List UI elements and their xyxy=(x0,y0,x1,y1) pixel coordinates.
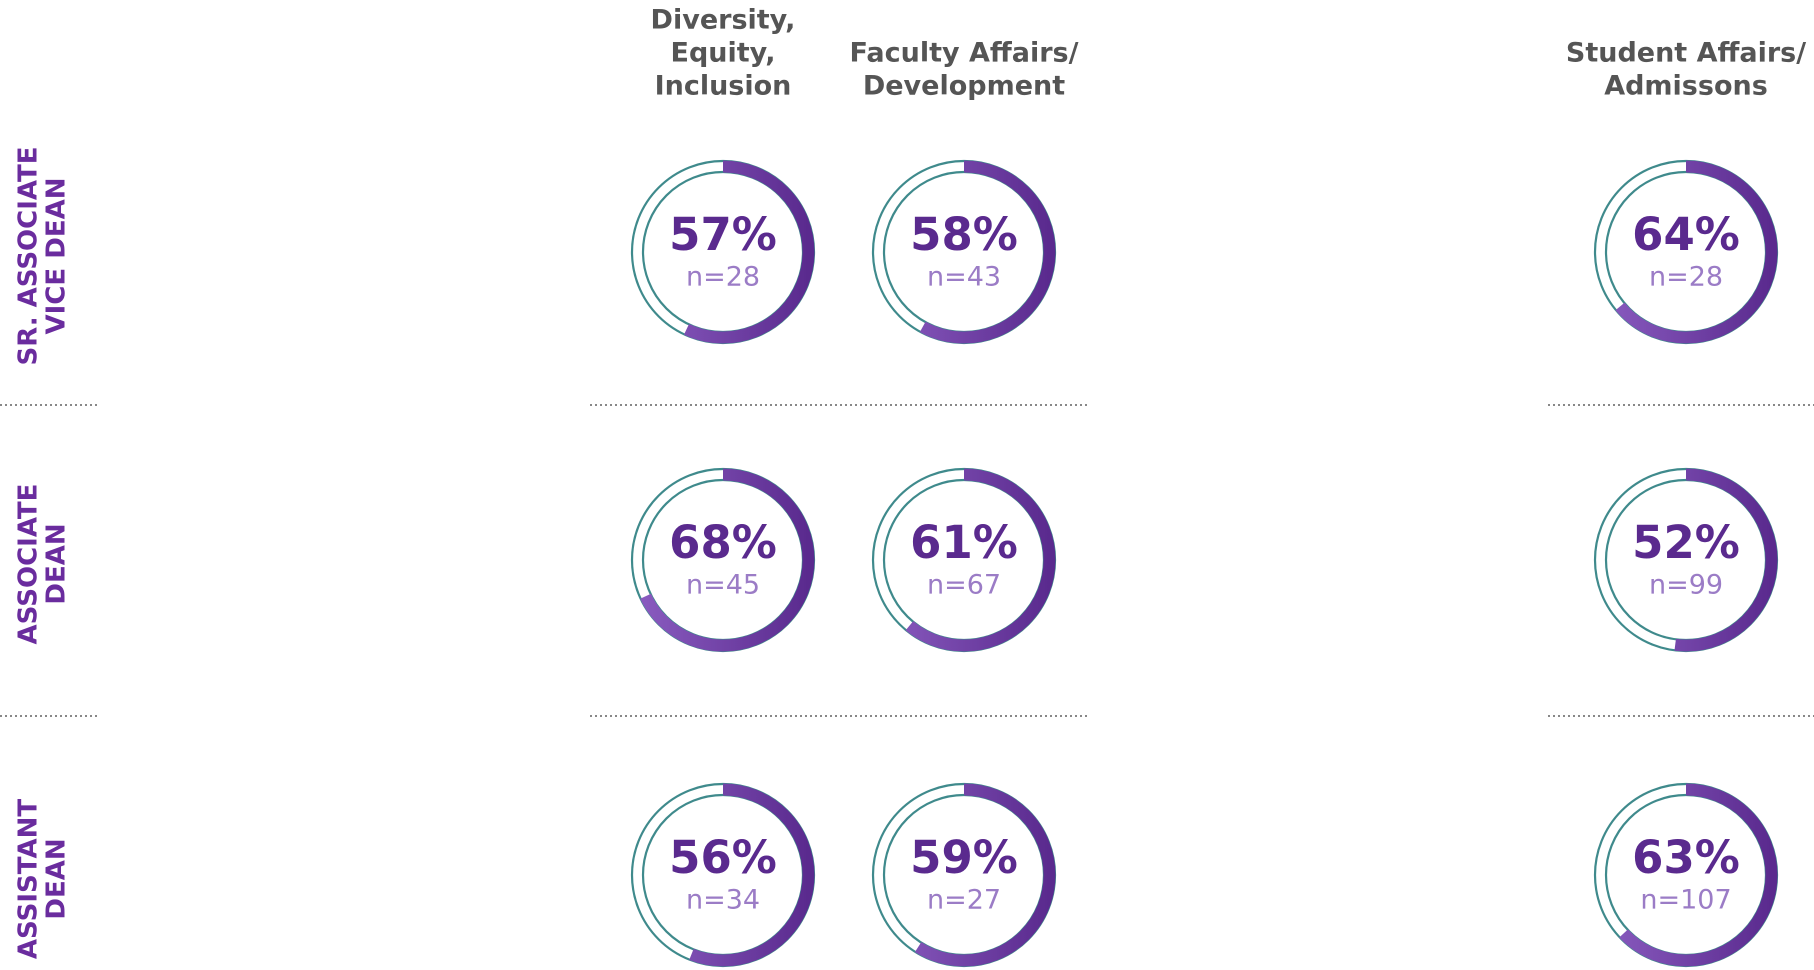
row-label-line: DEAN xyxy=(42,838,72,919)
row-label-line: VICE DEAN xyxy=(42,178,72,335)
row-label-line: ASSOCIATE xyxy=(14,484,44,645)
donut-arc xyxy=(872,468,1056,652)
sample-size: n=45 xyxy=(686,570,760,601)
percent-label: 52% xyxy=(1632,516,1740,569)
row-label-line: SR. ASSOCIATE xyxy=(14,146,44,365)
percent-label: 58% xyxy=(910,208,1018,261)
sample-size: n=34 xyxy=(686,885,760,916)
sample-size: n=107 xyxy=(1640,885,1731,916)
column-header: Development xyxy=(863,71,1065,102)
donut-arc xyxy=(631,160,815,344)
sample-size: n=99 xyxy=(1649,570,1723,601)
donut-arc xyxy=(1594,783,1778,967)
sample-size: n=43 xyxy=(927,262,1001,293)
percent-label: 68% xyxy=(669,516,777,569)
percent-label: 59% xyxy=(910,831,1018,884)
column-header: Faculty Affairs/ xyxy=(850,38,1079,69)
donut-arc xyxy=(631,468,815,652)
percent-label: 64% xyxy=(1632,208,1740,261)
donut-arc xyxy=(1594,468,1778,652)
donut-arc xyxy=(1594,160,1778,344)
column-header: Student Affairs/ xyxy=(1566,38,1806,69)
column-header: Equity, xyxy=(671,38,776,69)
sample-size: n=67 xyxy=(927,570,1001,601)
separators xyxy=(0,404,1814,717)
sample-size: n=28 xyxy=(1649,262,1723,293)
row-label-line: ASSISTANT xyxy=(14,799,44,959)
donut-arc xyxy=(872,783,1056,967)
column-header: Admissons xyxy=(1604,71,1768,102)
percent-label: 61% xyxy=(910,516,1018,569)
sample-size: n=28 xyxy=(686,262,760,293)
column-header: Inclusion xyxy=(655,71,792,102)
donut-arc xyxy=(631,783,815,967)
donut-arc xyxy=(872,160,1056,344)
sample-size: n=27 xyxy=(927,885,1001,916)
percent-label: 57% xyxy=(669,208,777,261)
row-label-line: DEAN xyxy=(42,523,72,604)
column-header: Diversity, xyxy=(651,5,796,36)
percent-label: 56% xyxy=(669,831,777,884)
percent-label: 63% xyxy=(1632,831,1740,884)
